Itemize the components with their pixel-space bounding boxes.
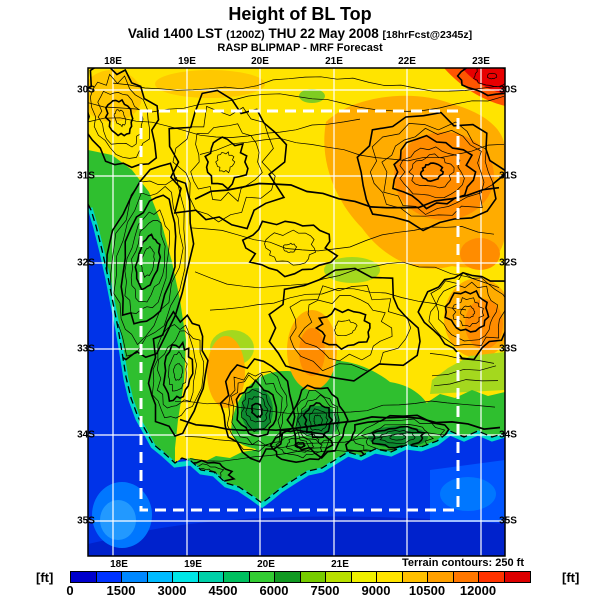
coastline — [88, 203, 505, 504]
lat-label-right: 30S — [499, 84, 517, 96]
green-strip-e — [430, 352, 505, 394]
colorbar-tick-label: 12000 — [459, 583, 497, 598]
colorbar-tick-label: 3000 — [157, 583, 187, 598]
coast-cyan-fringe — [88, 207, 505, 509]
lat-label-right: 31S — [499, 170, 517, 182]
lon-label-top: 21E — [325, 56, 343, 67]
colorbar-tick-label: 9000 — [361, 583, 391, 598]
lat-label-left: 35S — [77, 515, 95, 527]
colorbar-segment — [504, 572, 530, 582]
valid-date: THU 22 May 2008 — [268, 25, 379, 41]
lon-label-bottom: 19E — [184, 559, 202, 570]
colorbar-segment — [428, 572, 454, 582]
colorbar-segment — [249, 572, 275, 582]
ocean-shelf-light — [440, 477, 496, 511]
colorbar-tick-label: 0 — [66, 583, 74, 598]
colorbar-segment — [275, 572, 301, 582]
model-line: RASP BLIPMAP - MRF Forecast — [217, 42, 383, 55]
green-patch-top — [299, 89, 325, 103]
green-dark-core-3 — [241, 388, 273, 432]
colorbar-tick-label: 6000 — [259, 583, 289, 598]
lon-label-top: 18E — [104, 56, 122, 67]
lat-label-right: 32S — [499, 257, 517, 269]
lat-label-left: 34S — [77, 429, 95, 441]
colorbar-segment — [453, 572, 479, 582]
orange-blob-c2-core — [299, 328, 325, 376]
colorbar-segment — [224, 572, 250, 582]
colorbar-segment — [377, 572, 403, 582]
lon-label-bottom: 18E — [110, 559, 128, 570]
terrain-note: Terrain contours: 250 ft — [401, 557, 524, 569]
green-dark-core-2 — [368, 426, 428, 448]
ocean-deep-band — [88, 516, 505, 556]
lon-label-top: 19E — [178, 56, 196, 67]
lon-label-top: 23E — [472, 56, 490, 67]
colorbar-tick-label: 10500 — [408, 583, 446, 598]
colorbar-segment — [300, 572, 326, 582]
colorbar-unit-right: [ft] — [562, 570, 580, 585]
lat-label-left: 32S — [77, 257, 95, 269]
colorbar-tick-label: 4500 — [208, 583, 238, 598]
header: Height of BL Top Valid 1400 LST (1200Z) … — [0, 4, 600, 55]
warm-strip-top — [155, 70, 265, 98]
model-domain-box — [139, 109, 460, 512]
colorbar-tick-label: 1500 — [106, 583, 136, 598]
lon-label-bottom: 20E — [257, 559, 275, 570]
colorbar-segment — [402, 572, 428, 582]
colorbar-segment — [71, 572, 97, 582]
valid-zulu: (1200Z) — [226, 28, 265, 41]
lat-label-right: 35S — [499, 515, 517, 527]
colorbar-segment — [173, 572, 199, 582]
valid-prefix: Valid 1400 LST — [127, 25, 223, 41]
colorbar-segment — [122, 572, 148, 582]
lon-label-top: 20E — [251, 56, 269, 67]
colorbar-segment — [479, 572, 505, 582]
colorbar-tick-label: 7500 — [310, 583, 340, 598]
colorbar-segment — [96, 572, 122, 582]
lat-label-left: 30S — [77, 84, 95, 96]
map-border — [87, 67, 506, 557]
red-core-corner — [462, 68, 505, 94]
orange-core-e — [460, 238, 500, 270]
fcst-tag: [18hrFcst@2345z] — [382, 28, 473, 41]
valid-time-line: Valid 1400 LST (1200Z) THU 22 May 2008 [… — [0, 26, 600, 42]
ocean-patch-west-core — [100, 500, 136, 540]
colorbar-segment — [198, 572, 224, 582]
lon-label-bottom: 21E — [331, 559, 349, 570]
orange-blob-c1 — [207, 336, 245, 408]
lat-label-right: 34S — [499, 429, 517, 441]
page-title: Height of BL Top — [228, 4, 372, 24]
colorbar — [70, 571, 531, 583]
lat-label-left: 31S — [77, 170, 95, 182]
lat-label-left: 33S — [77, 343, 95, 355]
colorbar-segment — [147, 572, 173, 582]
colorbar-segment — [326, 572, 352, 582]
colorbar-segment — [351, 572, 377, 582]
lon-label-top: 22E — [398, 56, 416, 67]
lat-label-right: 33S — [499, 343, 517, 355]
latlon-grid — [88, 68, 505, 556]
colorbar-unit-left: [ft] — [36, 570, 54, 585]
